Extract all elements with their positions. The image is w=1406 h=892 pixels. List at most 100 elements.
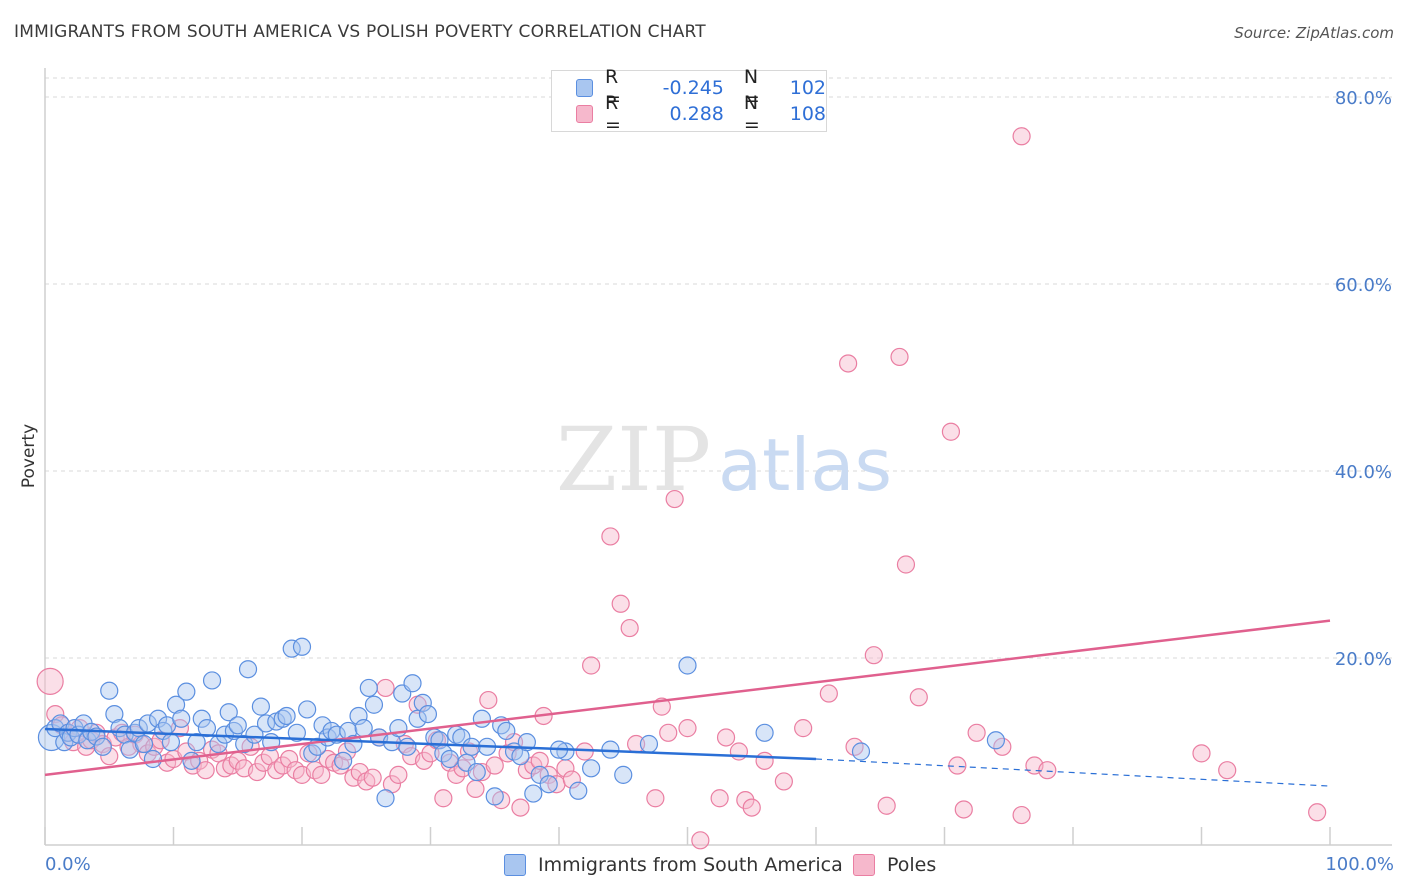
poles-point: [954, 800, 973, 819]
poles-point: [447, 765, 466, 784]
poles-point: [1038, 761, 1057, 780]
legend-n-label: N =: [743, 92, 760, 136]
immigrants-point: [334, 751, 353, 770]
immigrants-point: [298, 700, 317, 719]
immigrants-point: [539, 775, 558, 794]
legend-row-poles: R = 0.288 N = 108: [576, 92, 826, 136]
immigrants-point: [245, 725, 264, 744]
chart-title: IMMIGRANTS FROM SOUTH AMERICA VS POLISH …: [14, 22, 706, 42]
poles-point: [839, 354, 858, 373]
trend-lines: [44, 619, 1331, 787]
immigrants-point: [582, 759, 601, 778]
poles-point: [1218, 761, 1237, 780]
immigrants-point: [467, 762, 486, 782]
immigrants-point: [986, 731, 1006, 750]
immigrants-point: [238, 660, 258, 679]
immigrants-point: [354, 719, 373, 738]
immigrants-point: [228, 716, 247, 735]
immigrants-point: [192, 709, 211, 728]
poles-point: [611, 594, 630, 613]
immigrants-trend-extension: [815, 758, 1331, 787]
legend-n-value: 102: [789, 77, 826, 99]
poles-point: [511, 798, 530, 817]
poles-point: [337, 742, 357, 761]
immigrants-point: [134, 734, 154, 754]
poles-point: [479, 690, 498, 710]
poles-point: [312, 765, 331, 784]
immigrants-point: [105, 704, 124, 724]
watermark: ZIP atlas: [556, 408, 892, 511]
immigrants-point: [219, 703, 238, 722]
immigrants-point: [182, 751, 201, 770]
immigrants-point: [277, 706, 296, 726]
poles-point: [967, 723, 986, 742]
tick-labels: 20.0% 40.0% 60.0% 80.0% 0.0% 100.0%: [45, 88, 1394, 875]
blue-swatch-icon: [504, 854, 526, 876]
immigrants-point: [485, 787, 504, 806]
poles-point: [620, 618, 639, 638]
poles-point: [575, 742, 594, 761]
immigrants-point: [418, 704, 438, 724]
poles-point: [678, 719, 697, 738]
immigrants-point: [197, 719, 217, 738]
poles-point: [299, 744, 318, 763]
immigrants-point: [172, 709, 191, 728]
poles-point: [736, 791, 755, 810]
poles-point: [774, 772, 793, 791]
bottom-legend-label: Immigrants from South America: [538, 854, 843, 876]
x-tick-label: 100.0%: [1325, 854, 1394, 875]
immigrants-point: [755, 723, 774, 742]
immigrants-point: [472, 709, 491, 728]
poles-point: [896, 555, 916, 574]
poles-point: [582, 656, 601, 675]
immigrants-point: [556, 742, 575, 761]
poles-point: [466, 779, 485, 799]
immigrants-points: [37, 637, 1006, 808]
pink-swatch-icon: [576, 105, 593, 123]
poles-point: [247, 762, 267, 782]
axes: [44, 68, 1392, 846]
correlation-legend: R = -0.245 N = 102 R = 0.288 N = 108: [551, 66, 827, 136]
legend-r-value: -0.245: [662, 77, 724, 99]
bottom-legend-poles: Poles: [853, 852, 936, 878]
immigrants-point: [524, 784, 543, 803]
poles-point: [1012, 127, 1031, 146]
immigrants-point: [292, 637, 312, 656]
y-tick-label: 60.0%: [1335, 275, 1392, 296]
legend-n-value: 108: [789, 103, 826, 125]
pink-swatch-icon: [853, 854, 875, 876]
immigrants-point: [569, 781, 588, 800]
watermark-atlas: atlas: [718, 423, 892, 507]
poles-point: [363, 768, 382, 787]
immigrants-trend-line: [44, 727, 817, 761]
immigrants-point: [187, 733, 206, 752]
immigrants-point: [678, 656, 697, 675]
immigrants-point: [287, 723, 306, 742]
immigrants-point: [497, 721, 516, 741]
poles-point: [755, 751, 774, 770]
immigrants-point: [235, 734, 254, 754]
poles-point: [530, 751, 549, 770]
legend-r-label: R =: [604, 66, 621, 110]
immigrants-point: [440, 749, 459, 769]
poles-point: [646, 789, 665, 808]
poles-point: [389, 765, 408, 784]
poles-point: [890, 347, 909, 367]
source-label: Source: ZipAtlas.com: [1234, 24, 1394, 42]
poles-point: [36, 667, 64, 695]
legend-r-label: R =: [604, 92, 621, 136]
poles-point: [196, 761, 215, 780]
y-tick-label: 20.0%: [1335, 649, 1392, 670]
poles-point: [794, 719, 813, 738]
poles-point: [46, 704, 65, 724]
immigrants-point: [413, 693, 432, 712]
immigrants-point: [364, 695, 384, 714]
poles-point: [877, 796, 896, 815]
x-tick-label: 0.0%: [45, 854, 91, 875]
legend-row-immigrants: R = -0.245 N = 102: [576, 66, 826, 110]
poles-point: [993, 737, 1012, 756]
bottom-legend-immigrants: Immigrants from South America: [504, 852, 843, 878]
immigrants-point: [398, 737, 417, 756]
poles-point: [434, 789, 453, 808]
